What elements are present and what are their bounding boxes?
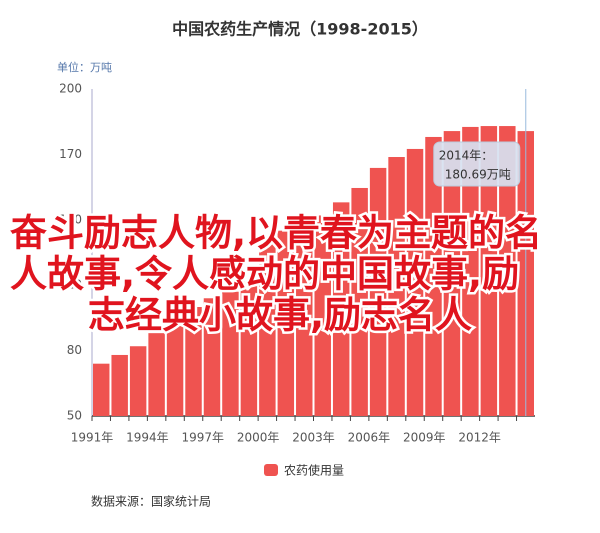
source: 数据来源：国家统计局 [91,494,211,509]
bar [406,148,424,416]
bar [277,230,295,416]
bar [425,136,442,416]
x-tick-label: 2003年 [292,431,335,445]
x-tick-label: 2009年 [403,431,446,445]
bar [203,298,221,416]
y-tick-label: 170 [59,147,82,161]
x-tick-label: 1991年 [71,431,114,445]
y-tick-label: 200 [59,82,82,96]
tooltip-box [433,141,521,187]
bar [166,317,184,416]
x-tick-label: 1997年 [181,431,224,445]
bar [332,202,350,416]
tooltip-text: 2014年： [439,149,494,163]
bar [296,224,313,416]
bar [111,354,128,416]
y-tick-label: 110 [59,278,82,292]
bar [351,187,368,416]
overlay-text: 奋斗励志人物,以青春为主题的名 [10,212,542,255]
bar [222,291,239,416]
y-tick-label: 50 [67,409,82,423]
x-tick-label: 1994年 [126,431,169,445]
overlay-text: 人故事,令人感动的中国故事,励 [10,253,519,296]
x-tick-label: 2000年 [237,431,280,445]
bar [93,363,110,416]
y-unit: 单位：万吨 [57,60,112,74]
x-tick-label: 2006年 [348,431,391,445]
bar [462,126,479,416]
overlay-text: 志经典小故事,励志名人 [88,294,472,337]
bar [369,167,387,416]
bar [499,126,516,416]
bar [185,307,202,416]
bar [129,346,147,416]
bar [259,237,276,416]
y-tick-label: 80 [67,343,82,357]
y-tick-label: 140 [59,212,82,226]
bar [314,215,331,416]
bar [388,157,405,417]
x-tick-label: 2012年 [458,431,501,445]
legend-swatch [264,464,278,476]
legend-label: 农药使用量 [284,463,344,478]
bar [480,126,498,416]
bar [240,280,258,416]
tooltip-text: 180.69万吨 [445,168,511,182]
bar [443,131,461,416]
chart-title: 中国农药生产情况（1998-2015） [172,20,428,39]
bar [148,333,165,416]
